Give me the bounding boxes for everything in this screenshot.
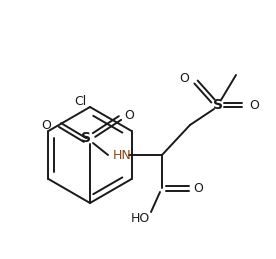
Text: O: O	[193, 182, 203, 195]
Text: Cl: Cl	[74, 95, 86, 107]
Text: O: O	[41, 119, 51, 132]
Text: O: O	[179, 71, 189, 84]
Text: HO: HO	[131, 212, 150, 225]
Text: O: O	[249, 98, 259, 112]
Text: S: S	[81, 131, 91, 145]
Text: HN: HN	[113, 148, 132, 162]
Text: S: S	[213, 98, 223, 112]
Text: O: O	[124, 109, 134, 121]
